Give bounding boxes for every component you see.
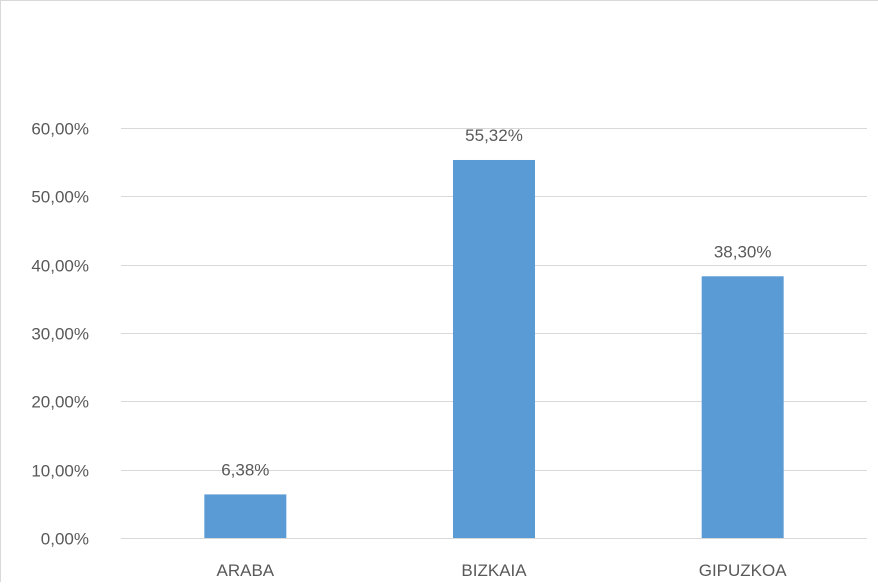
y-axis: 0,00% 10,00% 20,00% 30,00% 40,00% 50,00% 60,00…: [31, 120, 89, 549]
x-axis: ARABA BIZKAIA GIPUZKOA: [217, 561, 788, 580]
data-label-bizkaia: 55,32%: [465, 126, 523, 145]
data-label-araba: 6,38%: [221, 460, 269, 479]
x-tick-label-araba: ARABA: [217, 561, 275, 580]
y-tick-label: 0,00%: [41, 530, 89, 549]
bar-bizkaia: [453, 159, 535, 539]
data-label-gipuzkoa: 38,30%: [714, 242, 772, 261]
y-tick-label: 10,00%: [31, 462, 89, 481]
bar-araba: [204, 494, 287, 538]
y-tick-label: 30,00%: [31, 325, 89, 344]
y-tick-label: 20,00%: [31, 393, 89, 412]
y-tick-label: 50,00%: [31, 188, 89, 207]
y-tick-label: 40,00%: [31, 257, 89, 276]
data-labels: 6,38% 55,32% 38,30%: [221, 126, 771, 479]
bar-gipuzkoa: [701, 276, 784, 538]
x-tick-label-gipuzkoa: GIPUZKOA: [699, 561, 788, 580]
bars: [204, 159, 784, 539]
x-tick-label-bizkaia: BIZKAIA: [461, 561, 527, 580]
y-tick-label: 60,00%: [31, 120, 89, 139]
